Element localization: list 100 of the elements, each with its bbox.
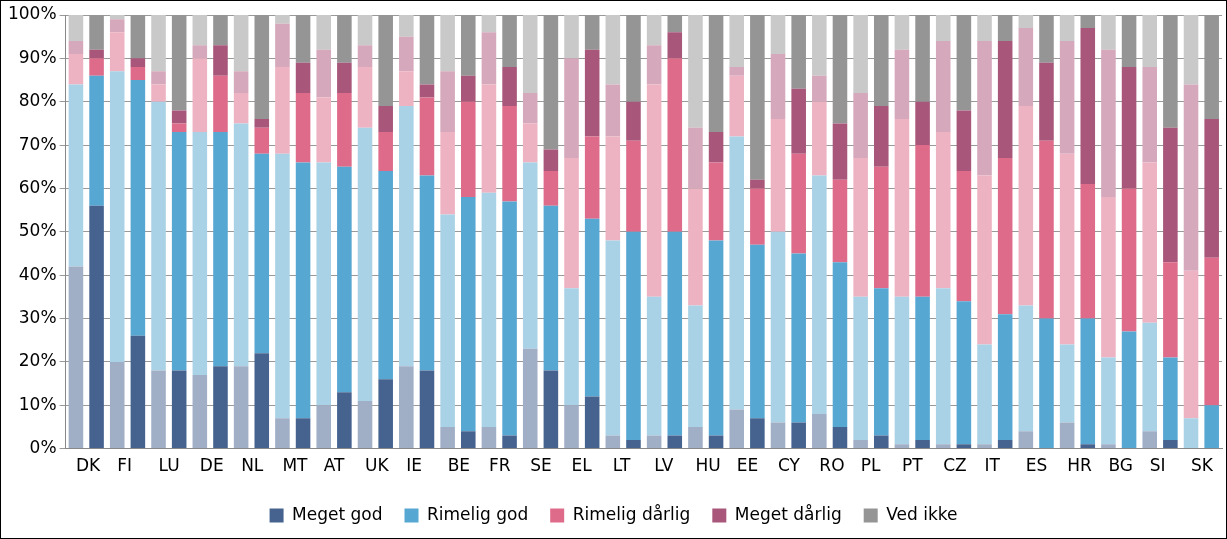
bar: [646, 15, 662, 46]
bar: [399, 15, 414, 37]
bar: [812, 175, 827, 414]
bar: [337, 166, 352, 393]
bar: [275, 67, 290, 154]
bar: [812, 413, 827, 449]
bar: [502, 201, 517, 436]
bar: [750, 418, 765, 449]
bar: [1183, 84, 1199, 271]
y-tick-label: 50%: [18, 220, 57, 241]
y-tick-label: 80%: [18, 90, 57, 111]
bar: [1142, 15, 1158, 68]
bar: [997, 41, 1013, 159]
bar: [1121, 67, 1137, 189]
bar: [275, 23, 290, 68]
bar: [502, 435, 517, 449]
bar: [522, 15, 538, 94]
bar: [626, 439, 641, 449]
bar: [151, 370, 166, 449]
bar: [151, 15, 166, 72]
y-tick-label: 20%: [18, 350, 57, 371]
bar: [915, 296, 930, 440]
bar: [915, 439, 930, 449]
x-tick-label: BE: [447, 455, 471, 476]
bar: [873, 435, 889, 449]
y-tick-label: 100%: [7, 3, 57, 24]
bar: [770, 231, 786, 423]
bar: [440, 214, 455, 427]
bar: [254, 353, 270, 449]
x-tick-label: BG: [1108, 455, 1133, 476]
bar: [89, 58, 104, 76]
y-tick-label: 0%: [29, 437, 57, 458]
bar: [254, 119, 270, 128]
bar: [605, 84, 621, 137]
bar: [460, 197, 476, 432]
x-tick-label: SI: [1149, 455, 1166, 476]
bar: [233, 15, 249, 72]
bar: [1163, 439, 1178, 449]
bar: [1059, 15, 1075, 42]
bar: [481, 192, 497, 427]
y-tick-label: 30%: [18, 306, 57, 327]
bar: [213, 75, 228, 133]
bar: [832, 179, 848, 263]
bar: [109, 71, 125, 362]
x-tick-label: NL: [241, 455, 264, 476]
bar: [109, 15, 125, 20]
bar: [295, 93, 311, 163]
y-tick-label: 70%: [18, 133, 57, 154]
bar: [770, 54, 786, 120]
bar: [440, 71, 455, 133]
bar: [1142, 67, 1158, 163]
bar: [192, 374, 208, 449]
x-tick-label: ES: [1025, 455, 1048, 476]
bar: [832, 262, 848, 427]
bar: [481, 32, 497, 85]
x-tick-label: IE: [406, 455, 423, 476]
legend-label: Meget dårlig: [734, 503, 842, 524]
bar: [295, 162, 311, 419]
x-tick-label: FR: [488, 455, 511, 476]
x-tick-label: LT: [612, 455, 631, 476]
bar: [543, 171, 559, 206]
bar: [584, 218, 600, 397]
bar: [1142, 162, 1158, 323]
bar: [935, 444, 951, 449]
bar: [543, 205, 559, 371]
bar: [419, 84, 435, 98]
bar: [460, 101, 476, 198]
x-tick-label: FI: [117, 455, 133, 476]
bar: [997, 439, 1013, 449]
bar: [68, 41, 84, 55]
bar: [708, 240, 724, 436]
legend-label: Rimelig god: [427, 503, 529, 524]
bar: [399, 106, 414, 367]
bar: [605, 435, 621, 449]
x-tick-label: AT: [323, 455, 346, 476]
bar: [915, 145, 930, 297]
bar: [68, 266, 84, 449]
bar: [935, 41, 951, 133]
bar: [564, 15, 579, 59]
x-tick-label: CY: [778, 455, 801, 476]
bar: [399, 36, 414, 72]
bar: [378, 132, 393, 172]
bar: [791, 253, 806, 423]
bar: [1059, 41, 1075, 154]
bar: [275, 418, 290, 449]
bar: [68, 84, 84, 267]
bar: [894, 119, 910, 297]
bar: [853, 296, 868, 440]
bar: [337, 62, 352, 94]
x-tick-label: EL: [571, 455, 593, 476]
bar: [275, 15, 290, 24]
bar: [151, 84, 166, 102]
bar: [1080, 318, 1096, 445]
bar: [1018, 305, 1034, 432]
bar: [357, 67, 373, 128]
x-tick-label: DK: [75, 455, 102, 476]
bar: [171, 110, 187, 124]
bar: [584, 49, 600, 137]
bar: [832, 123, 848, 180]
bar: [853, 93, 868, 159]
